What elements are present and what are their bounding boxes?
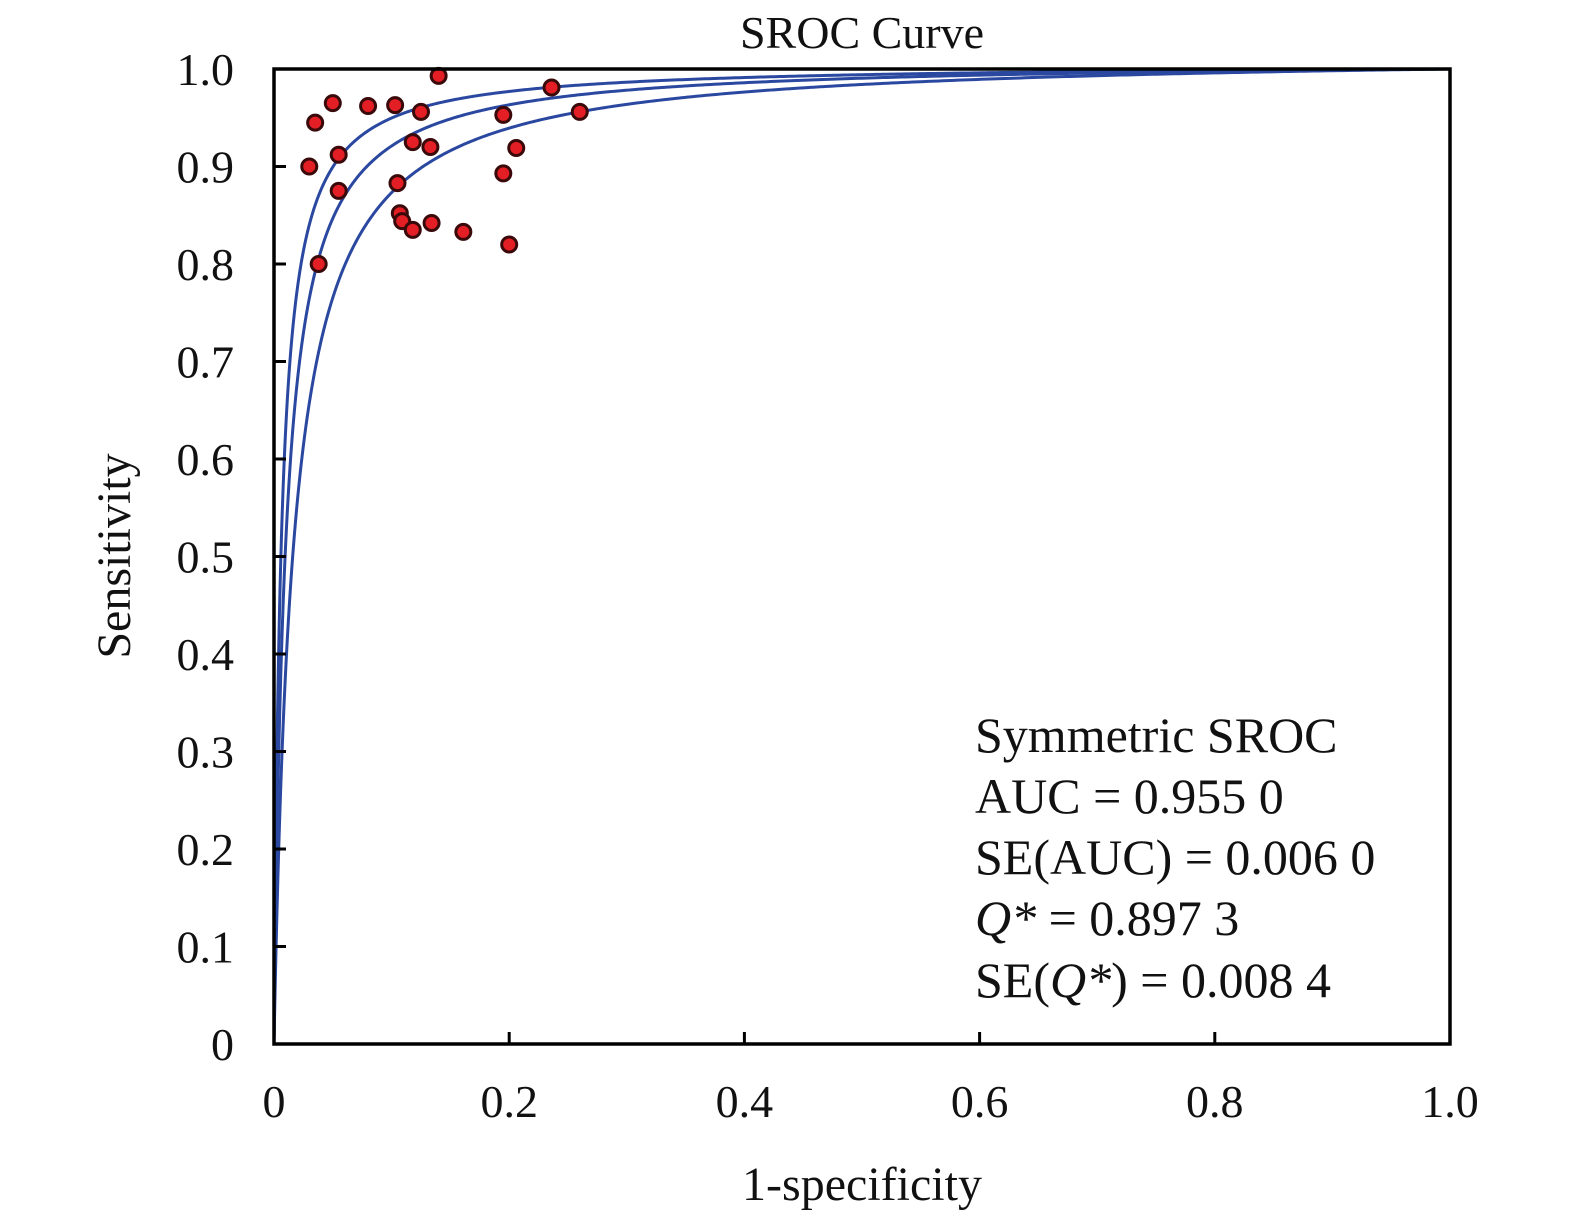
data-point-16 (422, 214, 441, 233)
data-point-11 (421, 138, 440, 156)
data-point-10 (403, 133, 422, 152)
data-point-22 (542, 78, 561, 97)
stat-se-q-suffix: ) = 0.008 4 (1111, 952, 1331, 1008)
chart-title: SROC Curve (740, 7, 984, 58)
x-axis-title: 1-specificity (742, 1158, 982, 1211)
sroc-curve-3 (272, 67, 1449, 1041)
x-tick-label: 0 (263, 1076, 286, 1127)
x-tick-label: 0.6 (951, 1076, 1009, 1127)
y-axis-ticks: 0 0.1 0.2 0.3 0.4 0.5 0.6 0.7 0.8 0.9 1.0 (177, 44, 286, 1070)
stat-q-symbol: Q* (975, 890, 1036, 946)
x-tick-label: 0.2 (480, 1076, 538, 1127)
y-tick-label: 0.2 (177, 824, 235, 875)
x-tick-label: 0.8 (1186, 1076, 1244, 1127)
y-tick-label: 0.5 (177, 532, 235, 583)
y-tick-label: 0 (211, 1019, 234, 1070)
data-point-17 (454, 222, 473, 241)
stat-se-q: SE(Q*) = 0.008 4 (975, 952, 1331, 1008)
data-point-9 (329, 181, 348, 200)
stat-se-q-symbol: Q* (1050, 952, 1111, 1008)
data-point-15 (403, 220, 422, 239)
data-point-18 (494, 105, 513, 124)
sroc-curve-2 (272, 67, 1449, 1039)
data-point-3 (359, 97, 378, 116)
stats-annotation: Symmetric SROC AUC = 0.955 0 SE(AUC) = 0… (975, 707, 1375, 1008)
x-axis-ticks: 0 0.2 0.4 0.6 0.8 1.0 (263, 1032, 1479, 1127)
y-tick-label: 0.1 (177, 922, 235, 973)
data-point-1 (306, 113, 325, 132)
data-point-21 (500, 235, 519, 254)
data-point-23 (570, 102, 589, 121)
y-tick-label: 0.6 (177, 434, 235, 485)
stat-auc: AUC = 0.955 0 (975, 768, 1284, 824)
stat-method: Symmetric SROC (975, 707, 1338, 763)
y-tick-label: 0.3 (177, 727, 235, 778)
data-point-5 (412, 102, 430, 121)
plot-area-frame (272, 67, 1452, 1046)
stat-q: Q* = 0.897 3 (975, 890, 1239, 946)
sroc-curve-1 (272, 67, 1449, 1036)
y-tick-label: 0.9 (177, 142, 235, 193)
y-tick-label: 0.8 (177, 239, 235, 290)
y-tick-label: 0.7 (177, 337, 235, 388)
data-point-4 (386, 96, 405, 115)
stat-q-value: = 0.897 3 (1036, 890, 1239, 946)
x-tick-label: 0.4 (716, 1076, 774, 1127)
stat-se-auc: SE(AUC) = 0.006 0 (975, 829, 1375, 885)
data-point-24 (309, 255, 328, 273)
data-point-2 (323, 94, 342, 113)
data-point-20 (507, 138, 526, 157)
data-point-19 (494, 164, 513, 183)
y-tick-label: 0.4 (177, 629, 235, 680)
data-point-12 (388, 174, 407, 193)
data-point-8 (329, 145, 348, 164)
y-tick-label: 1.0 (177, 44, 235, 95)
data-points (300, 66, 589, 273)
sroc-curves (272, 67, 1449, 1041)
y-axis-title: Sensitivity (88, 453, 141, 658)
stat-se-q-prefix: SE( (975, 952, 1050, 1008)
x-tick-label: 1.0 (1421, 1076, 1479, 1127)
data-point-7 (300, 157, 319, 176)
